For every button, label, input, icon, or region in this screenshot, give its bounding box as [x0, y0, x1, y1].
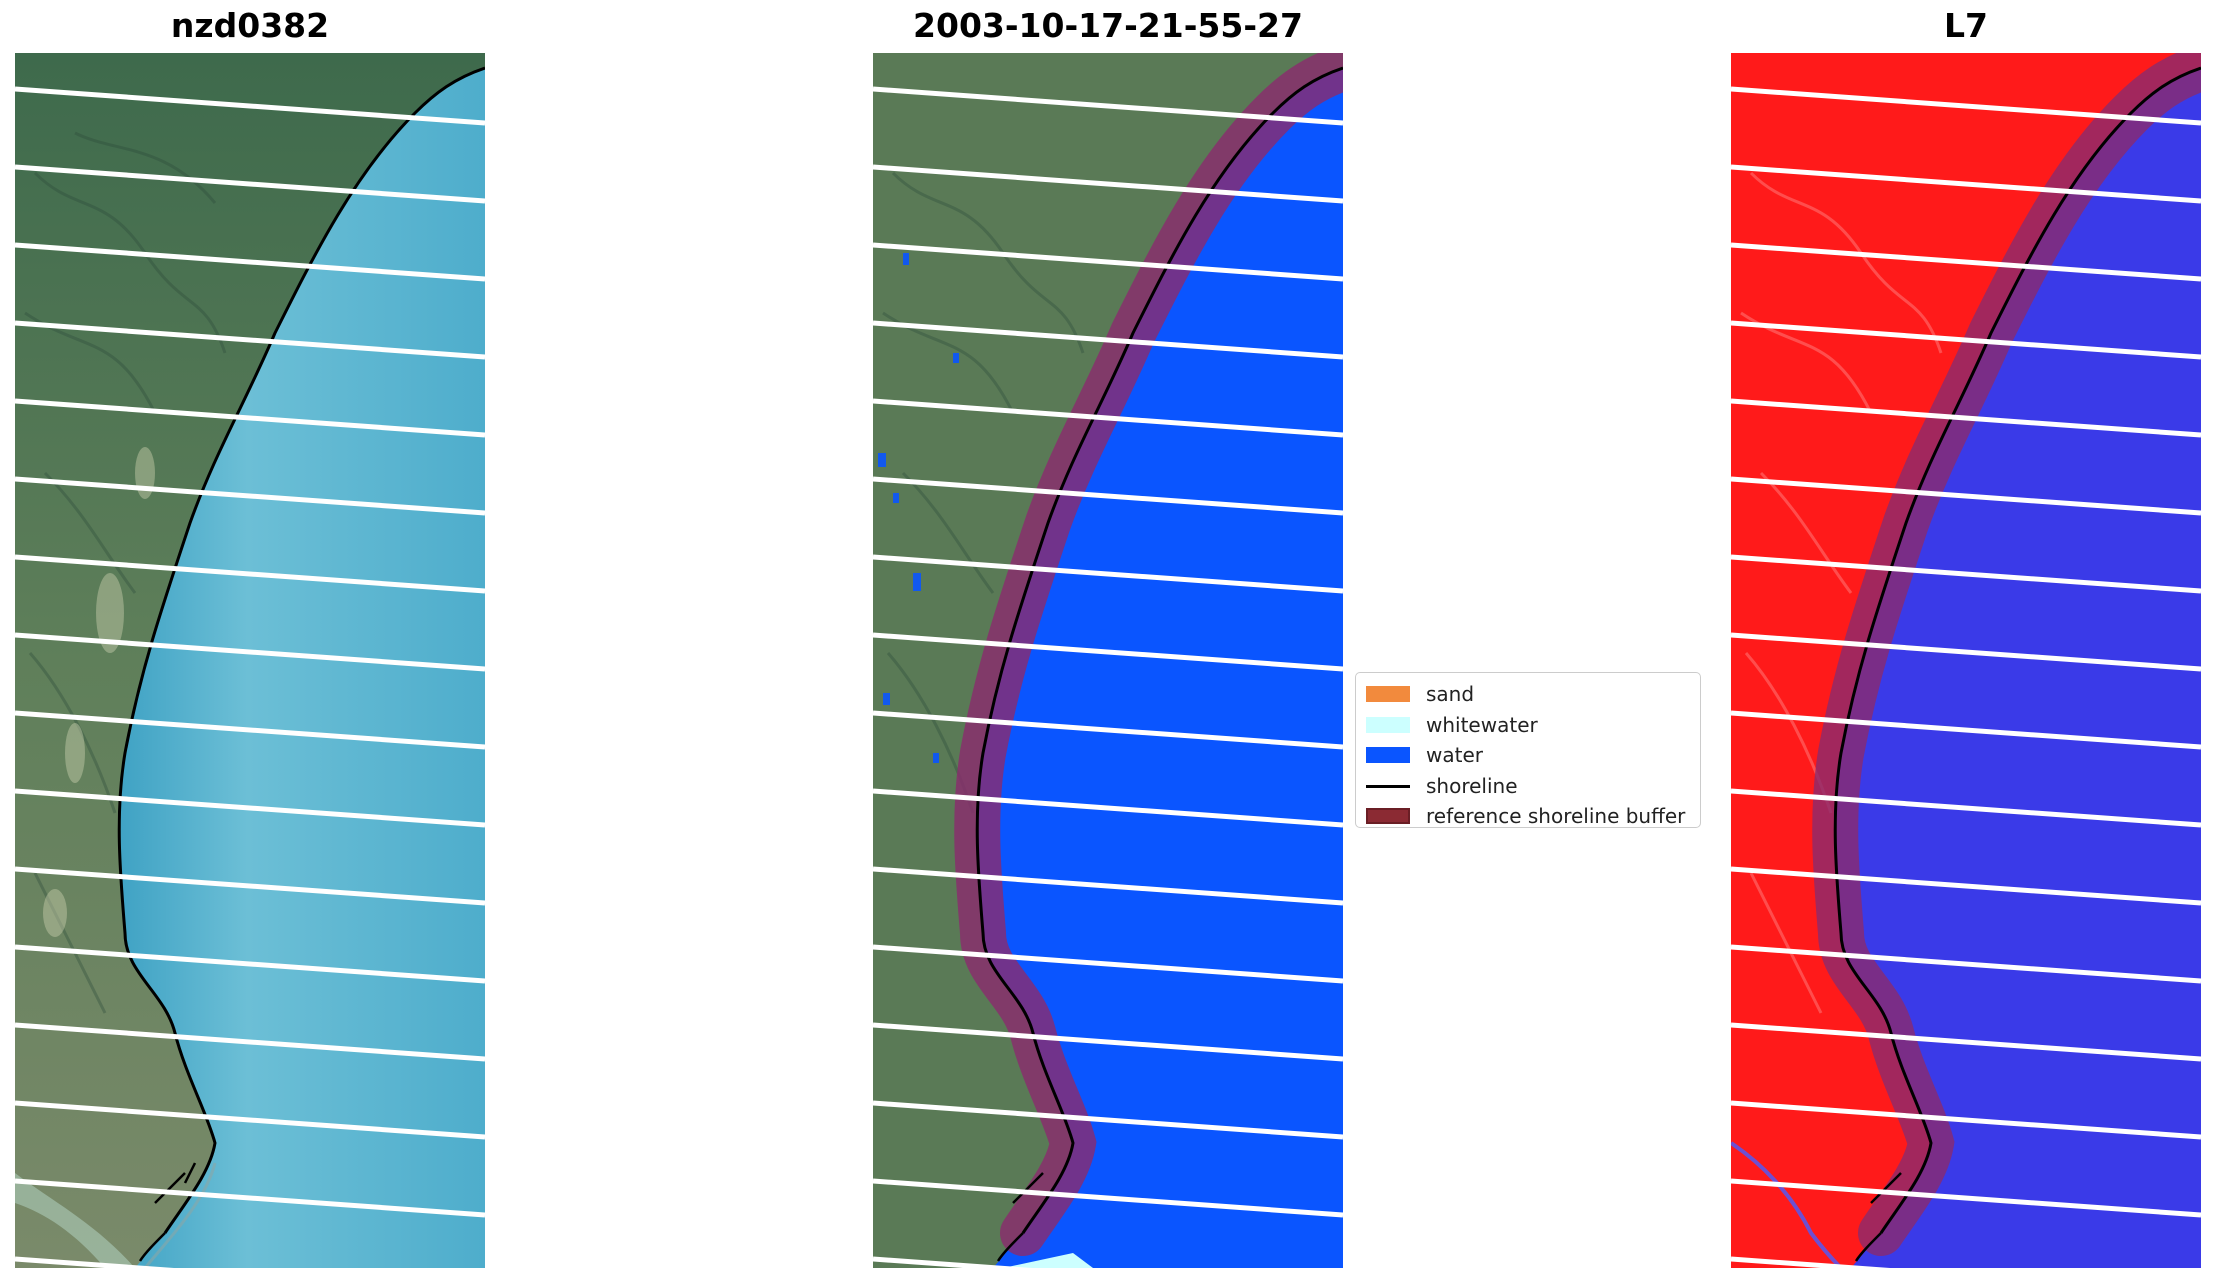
legend: sand whitewater water shoreline referenc… [1355, 672, 1701, 828]
legend-item-water: water [1366, 740, 1690, 771]
whitewater-swatch [1366, 716, 1410, 733]
rgb-satellite-image [15, 53, 485, 1268]
mndwi-satellite-image [1731, 53, 2201, 1268]
sand-swatch [1366, 686, 1410, 703]
panel-title-mndwi: L7 [1944, 6, 1988, 45]
legend-label: water [1426, 743, 1483, 768]
legend-label: reference shoreline buffer [1426, 804, 1686, 829]
scanline-gaps [1731, 86, 2201, 1268]
legend-item-shoreline: shoreline [1366, 771, 1690, 802]
classified-satellite-image [873, 53, 1343, 1268]
classified-image-panel [873, 53, 1343, 1268]
mndwi-image-panel [1731, 53, 2201, 1268]
shoreline-line-sample [1366, 778, 1410, 794]
rgb-image-panel [15, 53, 485, 1268]
legend-item-whitewater: whitewater [1366, 710, 1690, 741]
shoreline-line [117, 66, 485, 1234]
buffer-swatch [1366, 808, 1410, 825]
shoreline-line [975, 66, 1343, 1234]
panel-title-rgb: nzd0382 [170, 6, 330, 45]
legend-label: sand [1426, 682, 1475, 707]
panel-title-classified: 2003-10-17-21-55-27 [913, 6, 1303, 45]
legend-label: whitewater [1426, 712, 1538, 737]
legend-label: shoreline [1426, 773, 1518, 798]
scanline-gaps [873, 86, 1343, 1268]
shoreline-line [1833, 66, 2201, 1234]
scanline-gaps [15, 86, 485, 1268]
legend-item-sand: sand [1366, 679, 1690, 710]
water-swatch [1366, 747, 1410, 764]
legend-item-reference-shoreline-buffer: reference shoreline buffer [1366, 801, 1690, 832]
